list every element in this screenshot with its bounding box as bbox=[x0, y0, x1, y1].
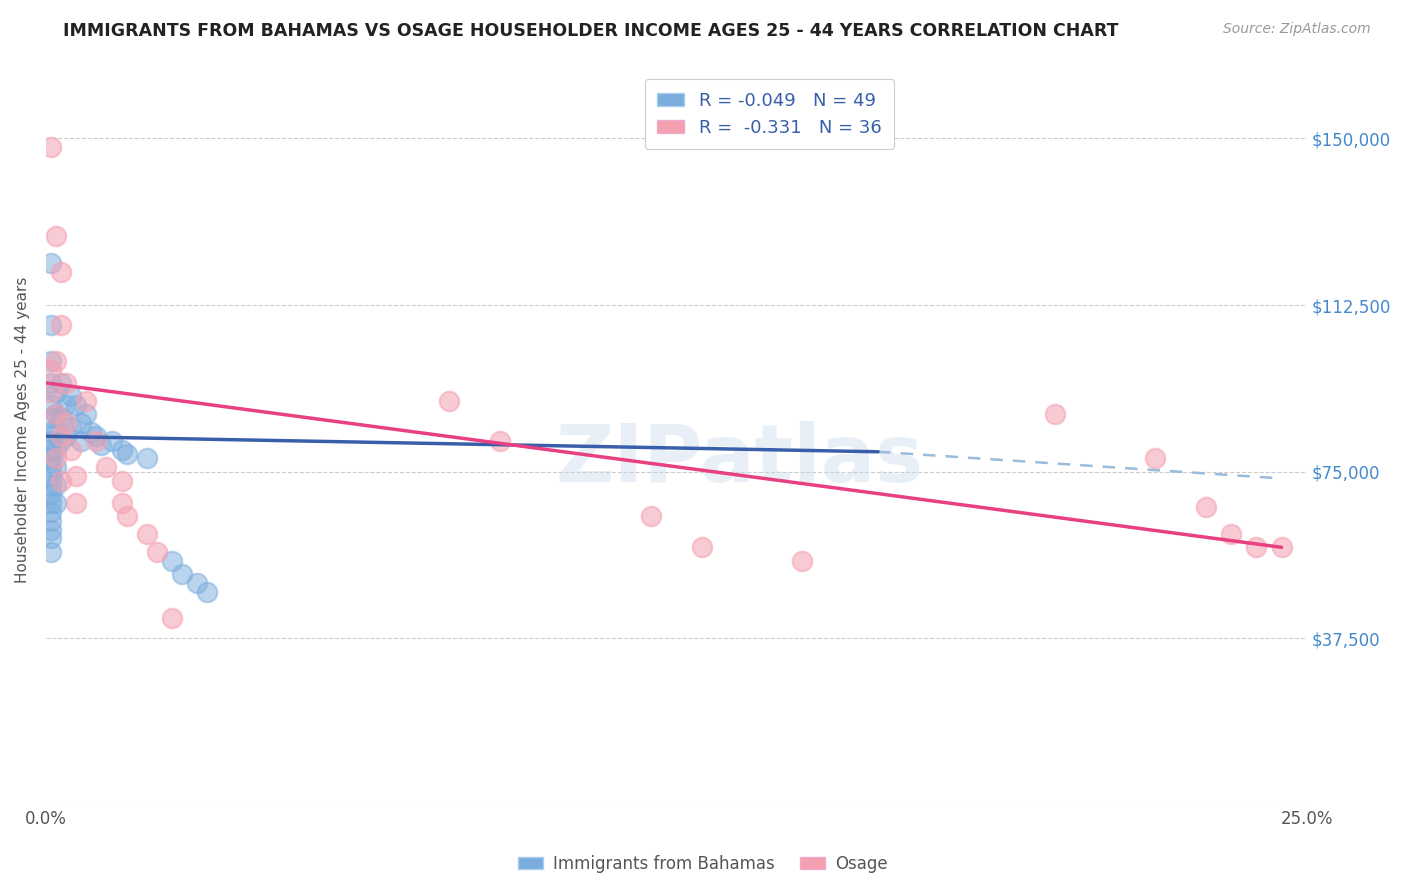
Point bbox=[160, 554, 183, 568]
Point bbox=[39, 425, 62, 439]
Point bbox=[45, 407, 67, 421]
Point bbox=[39, 545, 62, 559]
Point bbox=[146, 545, 169, 559]
Point bbox=[39, 140, 62, 154]
Point bbox=[49, 376, 72, 390]
Point bbox=[86, 434, 108, 448]
Point bbox=[186, 575, 208, 590]
Point bbox=[60, 389, 83, 403]
Point bbox=[39, 442, 62, 457]
Point bbox=[135, 451, 157, 466]
Point bbox=[640, 509, 662, 524]
Point bbox=[90, 438, 112, 452]
Point bbox=[1220, 527, 1243, 541]
Point bbox=[75, 393, 97, 408]
Point bbox=[55, 376, 77, 390]
Point bbox=[65, 398, 87, 412]
Point bbox=[45, 425, 67, 439]
Point bbox=[1144, 451, 1167, 466]
Point bbox=[39, 362, 62, 376]
Point bbox=[115, 509, 138, 524]
Point bbox=[39, 434, 62, 448]
Point bbox=[45, 384, 67, 399]
Point bbox=[39, 496, 62, 510]
Point bbox=[39, 398, 62, 412]
Point bbox=[45, 229, 67, 244]
Point bbox=[39, 256, 62, 270]
Point bbox=[55, 429, 77, 443]
Point bbox=[86, 429, 108, 443]
Legend: Immigrants from Bahamas, Osage: Immigrants from Bahamas, Osage bbox=[512, 848, 894, 880]
Legend: R = -0.049   N = 49, R =  -0.331   N = 36: R = -0.049 N = 49, R = -0.331 N = 36 bbox=[645, 79, 894, 150]
Point bbox=[45, 451, 67, 466]
Point bbox=[160, 611, 183, 625]
Point bbox=[39, 532, 62, 546]
Point bbox=[49, 411, 72, 425]
Point bbox=[39, 469, 62, 483]
Point bbox=[690, 541, 713, 555]
Point bbox=[55, 398, 77, 412]
Point bbox=[96, 460, 118, 475]
Point bbox=[39, 318, 62, 332]
Point bbox=[39, 514, 62, 528]
Point bbox=[45, 478, 67, 492]
Point bbox=[39, 411, 62, 425]
Point bbox=[49, 434, 72, 448]
Text: Source: ZipAtlas.com: Source: ZipAtlas.com bbox=[1223, 22, 1371, 37]
Point bbox=[172, 566, 194, 581]
Point bbox=[439, 393, 461, 408]
Point bbox=[792, 554, 814, 568]
Point bbox=[45, 353, 67, 368]
Point bbox=[60, 420, 83, 434]
Point bbox=[65, 469, 87, 483]
Y-axis label: Householder Income Ages 25 - 44 years: Householder Income Ages 25 - 44 years bbox=[15, 277, 30, 583]
Point bbox=[39, 487, 62, 501]
Point bbox=[39, 460, 62, 475]
Point bbox=[39, 451, 62, 466]
Point bbox=[39, 353, 62, 368]
Point bbox=[75, 407, 97, 421]
Point bbox=[39, 376, 62, 390]
Point bbox=[70, 434, 93, 448]
Point bbox=[39, 478, 62, 492]
Point bbox=[1246, 541, 1268, 555]
Text: ZIPatlas: ZIPatlas bbox=[555, 421, 924, 500]
Text: IMMIGRANTS FROM BAHAMAS VS OSAGE HOUSEHOLDER INCOME AGES 25 - 44 YEARS CORRELATI: IMMIGRANTS FROM BAHAMAS VS OSAGE HOUSEHO… bbox=[63, 22, 1119, 40]
Point bbox=[45, 407, 67, 421]
Point bbox=[49, 474, 72, 488]
Point bbox=[70, 416, 93, 430]
Point bbox=[1195, 500, 1218, 515]
Point bbox=[100, 434, 122, 448]
Point bbox=[1270, 541, 1292, 555]
Point bbox=[1043, 407, 1066, 421]
Point bbox=[45, 460, 67, 475]
Point bbox=[39, 505, 62, 519]
Point bbox=[39, 523, 62, 537]
Point bbox=[45, 496, 67, 510]
Point bbox=[80, 425, 103, 439]
Point bbox=[135, 527, 157, 541]
Point bbox=[65, 496, 87, 510]
Point bbox=[45, 442, 67, 457]
Point bbox=[60, 442, 83, 457]
Point bbox=[115, 447, 138, 461]
Point bbox=[195, 584, 218, 599]
Point bbox=[111, 496, 134, 510]
Point bbox=[489, 434, 512, 448]
Point bbox=[49, 265, 72, 279]
Point bbox=[49, 318, 72, 332]
Point bbox=[39, 384, 62, 399]
Point bbox=[111, 442, 134, 457]
Point bbox=[55, 416, 77, 430]
Point bbox=[111, 474, 134, 488]
Point bbox=[49, 429, 72, 443]
